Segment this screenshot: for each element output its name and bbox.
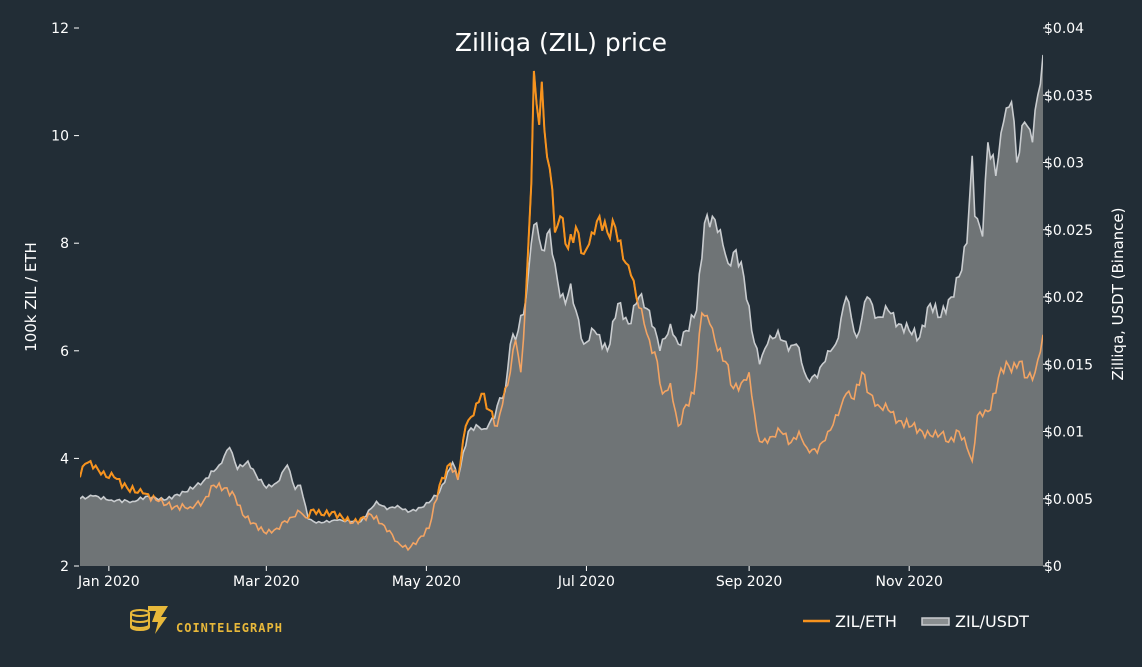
y-axis-right: $0 $0.005 $0.01 $0.015 $0.02 $0.025 $0.03 $0.03… (1043, 21, 1093, 575)
y-tick-right-label: $0.015 (1044, 357, 1093, 373)
chart-title: Zilliqa (ZIL) price (455, 28, 667, 57)
series-zil-usdt-area (80, 54, 1043, 567)
series-zil-eth-line (80, 70, 1043, 552)
legend-label-zil-usdt: ZIL/USDT (955, 612, 1029, 631)
x-tick-label: Nov 2020 (875, 574, 942, 590)
y-tick-right-label: $0.02 (1044, 290, 1084, 306)
brand-logo: COINTELEGRAPH (130, 606, 283, 635)
y-axis-left-title: 100k ZIL / ETH (22, 242, 40, 352)
x-tick-label: Sep 2020 (716, 574, 782, 590)
y-tick-left-label: 2 (60, 559, 69, 575)
y-tick-left-label: 10 (51, 129, 69, 145)
y-tick-left-label: 4 (60, 451, 69, 467)
y-axis-right-title: Zilliqa, USDT (Binance) (1109, 207, 1127, 380)
legend: ZIL/ETH ZIL/USDT (803, 612, 1029, 631)
x-tick-label: May 2020 (392, 574, 461, 590)
legend-swatch-zil-usdt (921, 617, 950, 626)
y-axis-left: 2 4 6 8 10 12 (51, 21, 79, 575)
x-axis: Jan 2020 Mar 2020 May 2020 Jul 2020 Sep 2020… (77, 566, 943, 590)
y-tick-left-label: 12 (51, 21, 69, 37)
legend-label-zil-eth: ZIL/ETH (835, 612, 897, 631)
brand-name: COINTELEGRAPH (176, 621, 283, 635)
y-tick-left-label: 8 (60, 236, 69, 252)
y-tick-right-label: $0.035 (1044, 88, 1093, 104)
y-tick-right-label: $0.005 (1044, 492, 1093, 508)
y-tick-right-label: $0.025 (1044, 223, 1093, 239)
y-tick-right-label: $0 (1044, 559, 1062, 575)
y-tick-right-label: $0.04 (1044, 21, 1084, 37)
x-tick-label: Jan 2020 (77, 574, 140, 590)
y-tick-right-label: $0.03 (1044, 156, 1084, 172)
series-zil-usdt-line (80, 54, 1043, 524)
cointelegraph-logo-icon (130, 606, 168, 634)
x-tick-label: Mar 2020 (233, 574, 300, 590)
x-tick-label: Jul 2020 (557, 574, 615, 590)
y-tick-left-label: 6 (60, 344, 69, 360)
y-tick-right-label: $0.01 (1044, 425, 1084, 441)
